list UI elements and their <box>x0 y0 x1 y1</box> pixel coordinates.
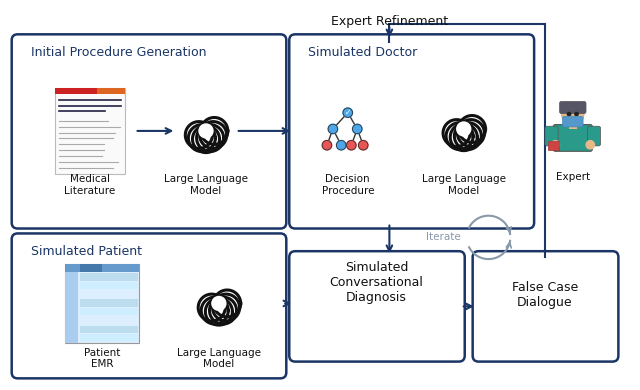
Circle shape <box>586 141 595 149</box>
Text: Expert: Expert <box>556 172 590 183</box>
Text: Large Language
Model: Large Language Model <box>164 174 248 196</box>
FancyBboxPatch shape <box>55 87 125 94</box>
FancyBboxPatch shape <box>554 124 592 151</box>
FancyBboxPatch shape <box>79 334 138 341</box>
Circle shape <box>199 124 213 138</box>
Circle shape <box>343 108 353 117</box>
FancyBboxPatch shape <box>79 282 138 289</box>
FancyBboxPatch shape <box>12 34 286 229</box>
Circle shape <box>337 140 346 150</box>
FancyBboxPatch shape <box>79 326 138 333</box>
Circle shape <box>561 103 584 125</box>
FancyBboxPatch shape <box>473 251 618 362</box>
FancyBboxPatch shape <box>545 126 558 146</box>
FancyBboxPatch shape <box>289 34 534 229</box>
Circle shape <box>551 141 559 149</box>
Text: Decision
Procedure: Decision Procedure <box>321 174 374 196</box>
FancyBboxPatch shape <box>568 122 577 129</box>
FancyBboxPatch shape <box>65 272 78 343</box>
FancyBboxPatch shape <box>65 264 139 272</box>
Text: Medical
Literature: Medical Literature <box>65 174 116 196</box>
FancyBboxPatch shape <box>79 273 138 280</box>
Text: Expert Refinement: Expert Refinement <box>331 14 448 28</box>
FancyBboxPatch shape <box>65 264 139 343</box>
Text: Patient
EMR: Patient EMR <box>84 348 120 369</box>
Circle shape <box>347 140 356 150</box>
FancyBboxPatch shape <box>548 141 559 150</box>
FancyBboxPatch shape <box>79 300 138 307</box>
FancyBboxPatch shape <box>289 251 465 362</box>
Circle shape <box>328 124 338 134</box>
FancyBboxPatch shape <box>79 264 102 272</box>
FancyBboxPatch shape <box>97 87 125 94</box>
FancyBboxPatch shape <box>79 308 138 315</box>
Circle shape <box>358 140 368 150</box>
Circle shape <box>457 122 471 136</box>
Circle shape <box>322 140 332 150</box>
FancyBboxPatch shape <box>55 87 125 174</box>
Text: Large Language
Model: Large Language Model <box>177 348 261 369</box>
Text: Iterate: Iterate <box>426 232 461 243</box>
Circle shape <box>568 112 571 116</box>
Text: ✓: ✓ <box>344 108 351 117</box>
Circle shape <box>575 112 578 116</box>
Text: Large Language
Model: Large Language Model <box>422 174 506 196</box>
Text: False Case
Dialogue: False Case Dialogue <box>512 280 578 308</box>
Text: Simulated Patient: Simulated Patient <box>31 245 141 258</box>
FancyBboxPatch shape <box>79 317 138 324</box>
Circle shape <box>353 124 362 134</box>
Text: Initial Procedure Generation: Initial Procedure Generation <box>31 46 206 59</box>
Text: Simulated Doctor: Simulated Doctor <box>308 46 417 59</box>
FancyBboxPatch shape <box>563 116 583 127</box>
FancyBboxPatch shape <box>79 291 138 298</box>
Circle shape <box>212 296 226 310</box>
Text: Simulated
Conversational
Diagnosis: Simulated Conversational Diagnosis <box>330 261 424 304</box>
FancyBboxPatch shape <box>559 101 586 113</box>
FancyBboxPatch shape <box>12 234 286 378</box>
FancyBboxPatch shape <box>588 126 600 146</box>
